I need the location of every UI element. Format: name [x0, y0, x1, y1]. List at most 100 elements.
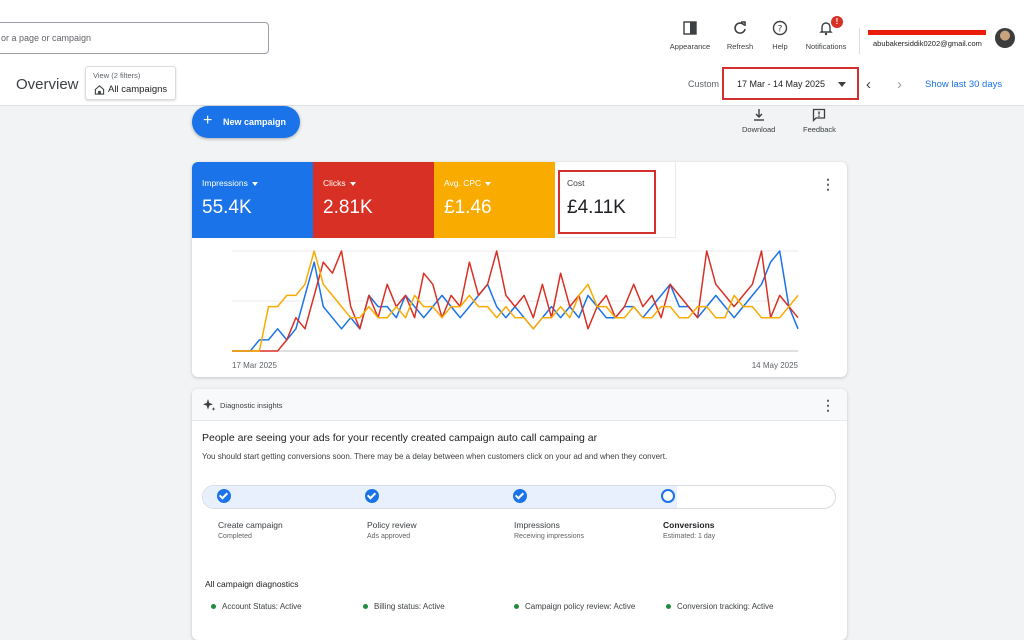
redaction-bar	[868, 30, 986, 35]
cost-highlight-box	[558, 170, 656, 234]
view-scope-label: All campaigns	[108, 84, 168, 95]
step-status: Estimated: 1 day	[663, 533, 716, 540]
step-status: Ads approved	[367, 533, 411, 540]
metric-cost-value: £4.11K	[567, 197, 626, 218]
diagnostics-subline: You should start getting conversions soo…	[202, 452, 668, 461]
series-line-avg-cpc	[232, 250, 799, 352]
all-diagnostics-title: All campaign diagnostics	[205, 579, 299, 589]
x-axis-end-label: 14 May 2025	[752, 361, 799, 370]
svg-text:?: ?	[778, 25, 783, 35]
refresh-icon	[734, 21, 746, 34]
chevron-left-icon[interactable]: ‹	[866, 76, 871, 93]
refresh-label: Refresh	[726, 42, 754, 51]
date-range-picker[interactable]: 17 Mar - 14 May 2025	[722, 67, 859, 100]
appearance-icon	[683, 21, 697, 35]
step-create-campaign-check-icon	[217, 489, 231, 503]
performance-chart: 17 Mar 2025 14 May 2025	[232, 250, 799, 370]
top-strip	[0, 0, 1024, 12]
metric-avg-cpc-label-text: Avg. CPC	[444, 178, 482, 188]
help-button[interactable]: ? Help	[752, 20, 808, 51]
step-name: Policy review	[367, 520, 417, 530]
notification-badge: !	[831, 16, 843, 28]
date-mode-label: Custom	[688, 79, 720, 89]
page-title: Overview	[16, 76, 79, 93]
step-name: Conversions	[663, 520, 715, 530]
status-item: Campaign policy review: Active	[514, 602, 635, 611]
new-campaign-label: New campaign	[223, 117, 287, 127]
status-text: Conversion tracking: Active	[677, 602, 774, 611]
status-dot	[211, 604, 216, 610]
x-axis-start-label: 17 Mar 2025	[232, 361, 277, 370]
status-text: Account Status: Active	[222, 602, 302, 611]
date-range-value: 17 Mar - 14 May 2025	[737, 79, 826, 89]
feedback-button[interactable]: Feedback	[803, 108, 836, 134]
status-text: Billing status: Active	[374, 602, 445, 611]
plus-icon: +	[203, 112, 213, 129]
feedback-label: Feedback	[803, 125, 836, 134]
metric-clicks[interactable]: Clicks 2.81K	[313, 162, 434, 238]
download-icon	[753, 109, 764, 121]
appearance-label: Appearance	[669, 42, 711, 51]
step-name: Impressions	[514, 520, 560, 530]
avatar[interactable]	[995, 28, 1015, 48]
caret-down-icon	[251, 181, 258, 186]
more-vert-icon[interactable]: ⋮	[821, 176, 835, 192]
step-impressions-check-icon	[513, 489, 527, 503]
metric-clicks-label: Clicks	[323, 178, 356, 188]
metric-cost[interactable]: Cost £4.11K	[557, 162, 676, 238]
metric-avg-cpc-label: Avg. CPC	[444, 178, 492, 188]
notifications-label: Notifications	[805, 42, 847, 51]
diagnostics-headline: People are seeing your ads for your rece…	[202, 432, 598, 444]
more-vert-icon[interactable]: ⋮	[821, 397, 835, 413]
progress-fill	[203, 486, 677, 508]
metric-impressions-label-text: Impressions	[202, 178, 248, 188]
caret-down-icon	[485, 181, 492, 186]
chevron-right-icon[interactable]: ›	[897, 76, 902, 93]
chevron-down-icon	[838, 82, 846, 87]
step-name: Create campaign	[218, 520, 283, 530]
refresh-button[interactable]: Refresh	[712, 20, 768, 51]
download-label: Download	[742, 125, 776, 134]
download-button[interactable]: Download	[742, 108, 775, 134]
home-icon	[94, 85, 105, 95]
series-line-clicks	[232, 250, 799, 352]
performance-card: Impressions 55.4K Clicks 2.81K Avg. CPC …	[192, 162, 847, 377]
bell-icon	[819, 22, 833, 36]
view-selector[interactable]: View (2 filters) All campaigns	[85, 66, 176, 100]
help-label: Help	[772, 42, 788, 51]
account-email[interactable]: abubakersiddik0202@gmail.com	[873, 39, 982, 48]
help-icon: ?	[772, 20, 788, 36]
caret-down-icon	[349, 181, 356, 186]
metric-impressions-label: Impressions	[202, 178, 258, 188]
step-status: Completed	[218, 533, 252, 540]
search-input[interactable]: or a page or campaign	[0, 22, 269, 54]
new-campaign-button[interactable]: + New campaign	[192, 106, 300, 138]
header-divider	[859, 28, 860, 54]
status-dot	[514, 604, 519, 610]
notifications-button[interactable]: ! Notifications	[798, 16, 854, 51]
show-last-30-days-link[interactable]: Show last 30 days	[925, 79, 1003, 90]
feedback-icon	[813, 108, 826, 122]
step-policy-review-check-icon	[365, 489, 379, 503]
app-header: or a page or campaign Appearance Refresh…	[0, 12, 1024, 106]
metric-cost-label: Cost	[567, 178, 585, 188]
status-dot	[666, 604, 671, 610]
metric-clicks-label-text: Clicks	[323, 178, 346, 188]
status-item: Billing status: Active	[363, 602, 445, 611]
status-item: Account Status: Active	[211, 602, 302, 611]
appearance-button[interactable]: Appearance	[662, 20, 718, 51]
sparkle-icon	[203, 399, 216, 411]
metric-impressions-value: 55.4K	[202, 197, 252, 218]
step-status: Receiving impressions	[514, 533, 585, 540]
status-item: Conversion tracking: Active	[666, 602, 774, 611]
metric-impressions[interactable]: Impressions 55.4K	[192, 162, 313, 238]
diagnostics-card: Diagnostic insights ⋮ People are seeing …	[192, 389, 847, 640]
metric-avg-cpc-value: £1.46	[444, 197, 492, 218]
status-text: Campaign policy review: Active	[525, 602, 636, 611]
status-dot	[363, 604, 368, 610]
diagnostics-header: Diagnostic insights ⋮	[192, 389, 847, 421]
metric-avg-cpc[interactable]: Avg. CPC £1.46	[434, 162, 555, 238]
step-conversions-circle-icon	[661, 489, 675, 503]
metric-clicks-value: 2.81K	[323, 197, 373, 218]
diagnostics-title: Diagnostic insights	[220, 401, 283, 410]
